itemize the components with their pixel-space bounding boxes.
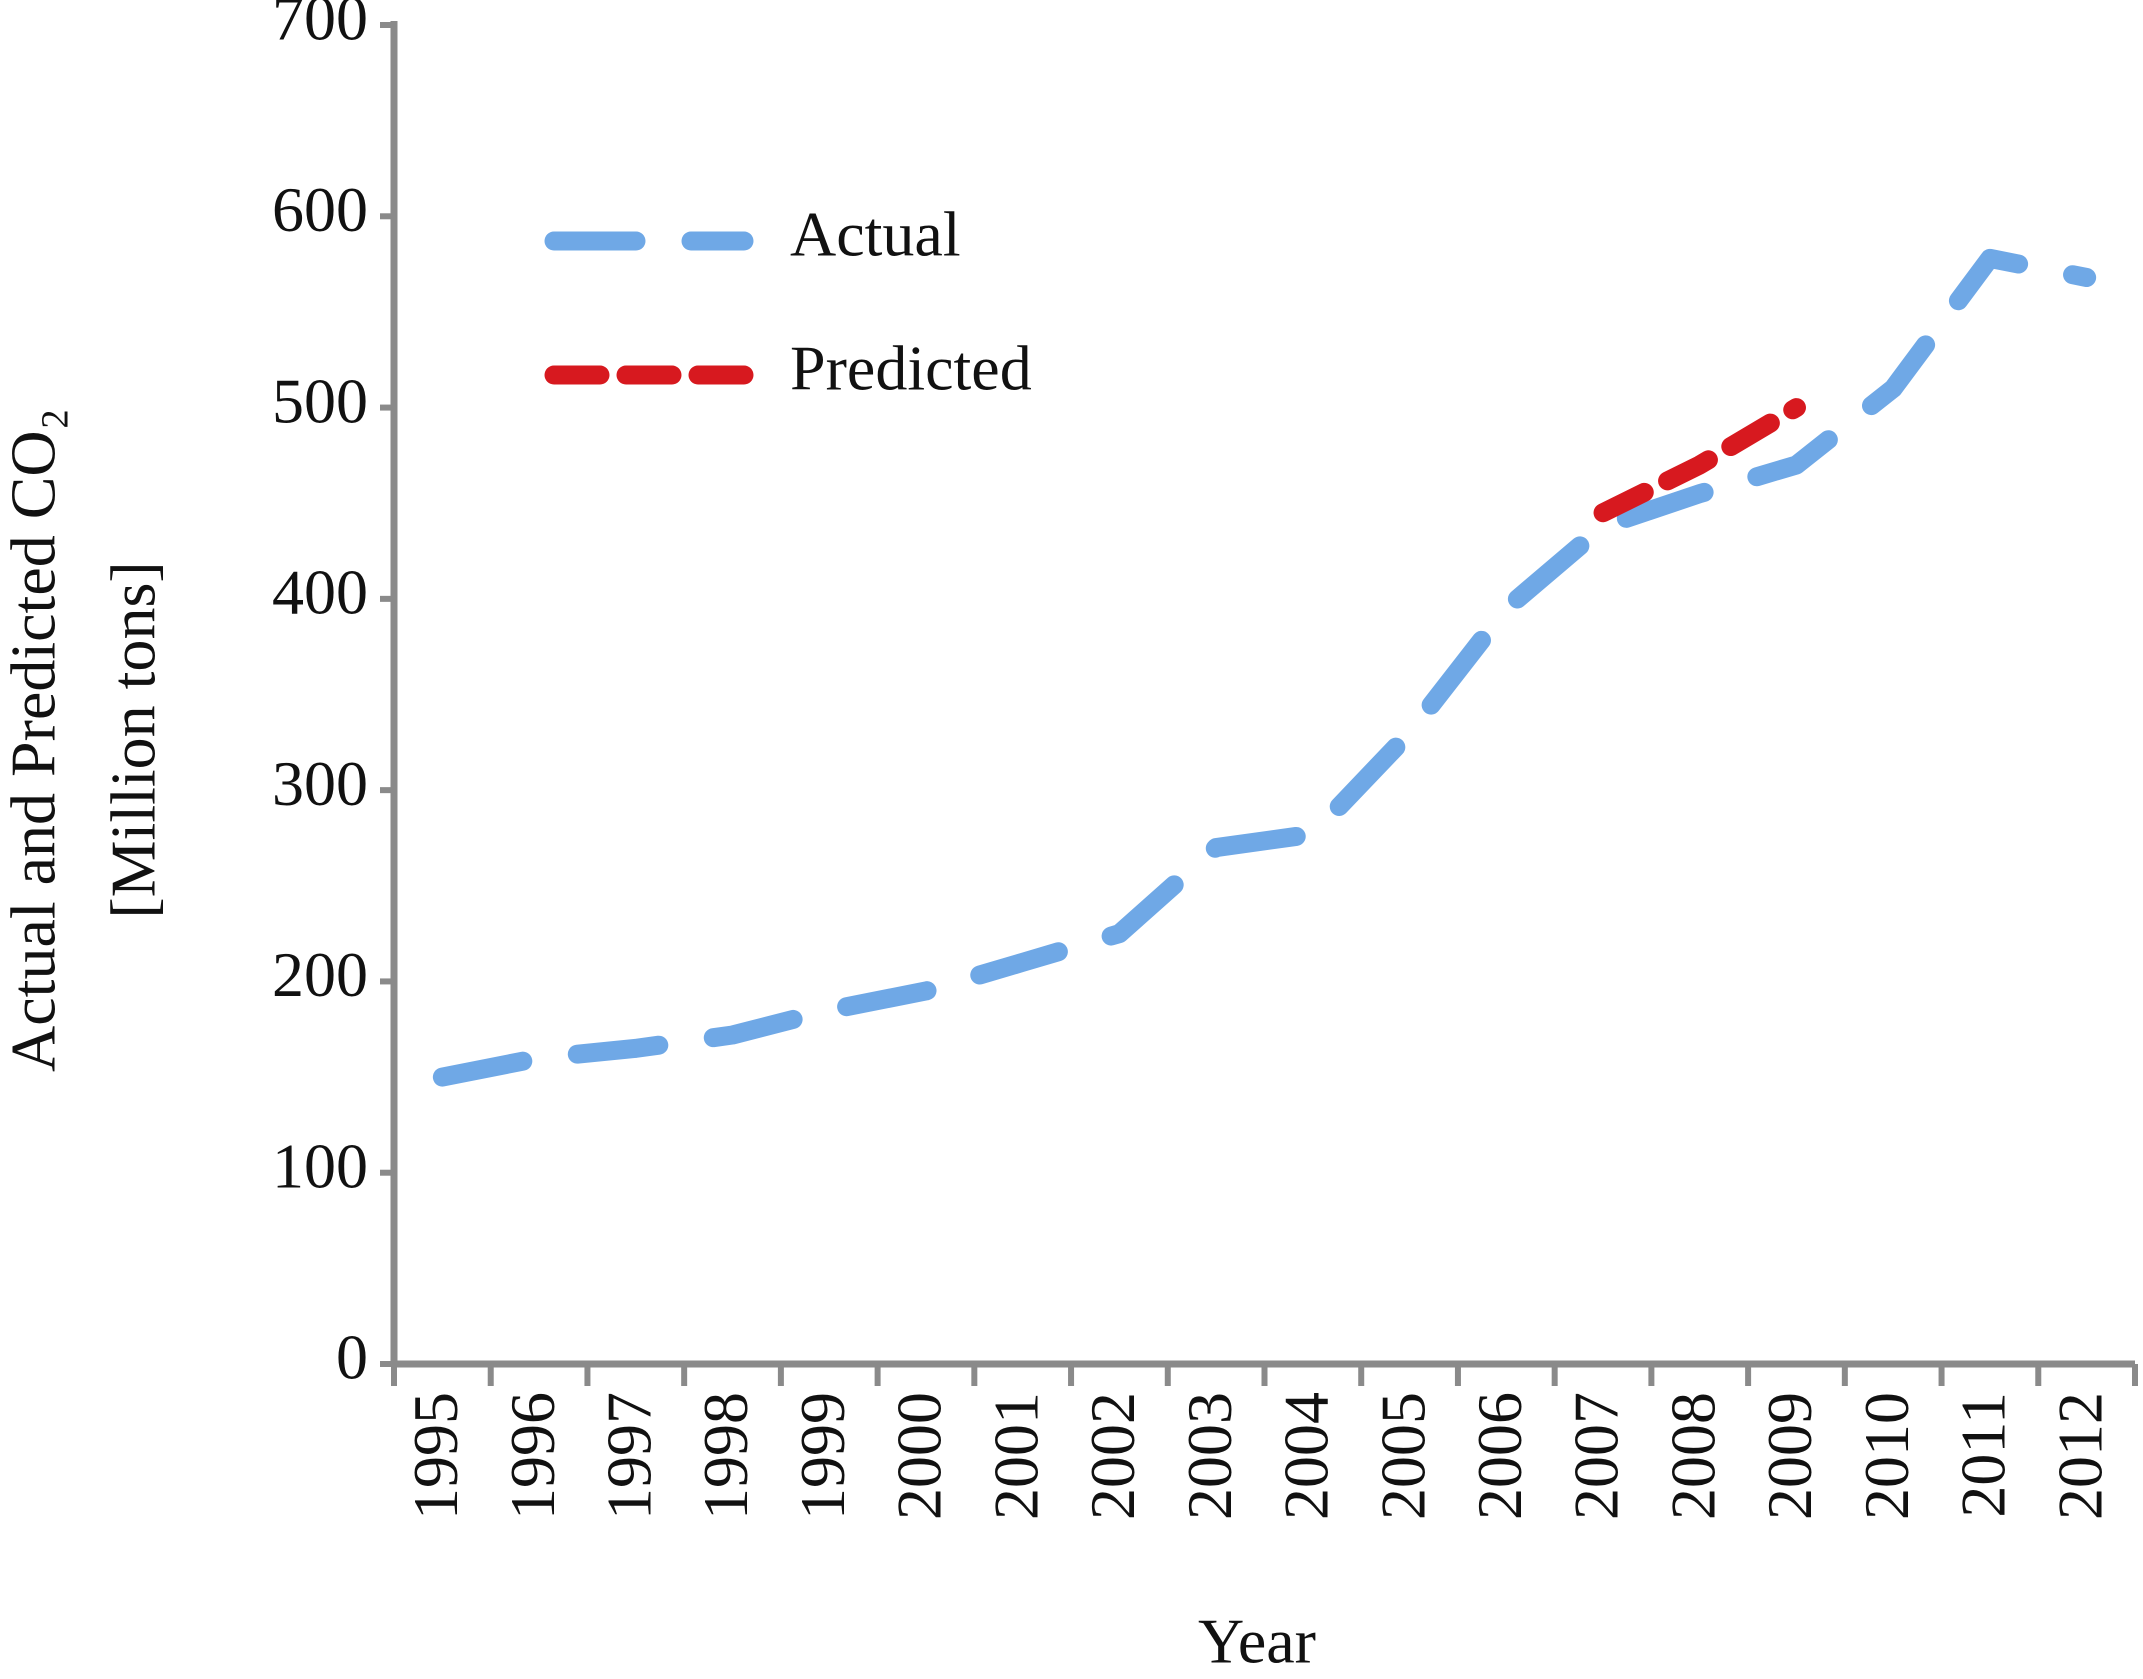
- x-tick-label-group: 2007: [1561, 1392, 1632, 1520]
- y-axis-label-line: Actual and Predicted CO₂: [0, 408, 69, 1072]
- y-axis-label-line: [Million tons]: [98, 561, 169, 918]
- x-tick-label-group: 1997: [593, 1392, 664, 1520]
- x-tick-label-group: 2003: [1174, 1392, 1245, 1520]
- x-tick-label: 2003: [1174, 1392, 1245, 1520]
- x-tick-label: 1996: [497, 1392, 568, 1520]
- x-tick-label: 1999: [787, 1392, 858, 1520]
- y-tick-label: 100: [272, 1130, 368, 1201]
- x-tick-label-group: 2008: [1657, 1392, 1728, 1520]
- x-tick-label-group: 1995: [400, 1392, 471, 1520]
- x-tick-label-group: 1999: [787, 1392, 858, 1520]
- x-axis-label: Year: [1198, 1606, 1316, 1677]
- legend-label: Actual: [790, 199, 961, 270]
- x-tick-label: 1998: [690, 1392, 761, 1520]
- x-tick-label: 2009: [1754, 1392, 1825, 1520]
- x-tick-label-group: 1998: [690, 1392, 761, 1520]
- x-tick-label: 2006: [1464, 1392, 1535, 1520]
- y-axis-label: [Million tons]: [98, 561, 169, 918]
- y-tick-label: 500: [272, 365, 368, 436]
- x-tick-label: 1995: [400, 1392, 471, 1520]
- y-tick-label: 400: [272, 557, 368, 628]
- y-tick-label: 300: [272, 748, 368, 819]
- x-tick-label-group: 2010: [1851, 1392, 1922, 1520]
- x-tick-label: 2000: [884, 1392, 955, 1520]
- x-tick-label: 2012: [2044, 1392, 2115, 1520]
- series-line: [1593, 398, 1806, 523]
- x-tick-label: 2004: [1271, 1392, 1342, 1520]
- x-tick-label-group: 2009: [1754, 1392, 1825, 1520]
- x-tick-label-group: 1996: [497, 1392, 568, 1520]
- x-tick-label-group: 2011: [1948, 1392, 2019, 1518]
- y-tick-label: 600: [272, 174, 368, 245]
- x-tick-label: 2011: [1948, 1392, 2019, 1518]
- legend-label: Predicted: [790, 333, 1032, 404]
- y-tick-label: 700: [272, 0, 368, 54]
- x-tick-label: 2007: [1561, 1392, 1632, 1520]
- x-tick-label-group: 2001: [980, 1392, 1051, 1520]
- y-tick-label: 0: [336, 1322, 368, 1393]
- x-tick-label-group: 2012: [2044, 1392, 2115, 1520]
- x-tick-label: 2005: [1367, 1392, 1438, 1520]
- x-tick-label-group: 2000: [884, 1392, 955, 1520]
- x-tick-label-group: 2002: [1077, 1392, 1148, 1520]
- x-tick-label-group: 2005: [1367, 1392, 1438, 1520]
- x-tick-label-group: 2006: [1464, 1392, 1535, 1520]
- x-tick-label-group: 2004: [1271, 1392, 1342, 1520]
- x-tick-label: 1997: [593, 1392, 664, 1520]
- x-tick-label: 2001: [980, 1392, 1051, 1520]
- x-tick-label: 2002: [1077, 1392, 1148, 1520]
- y-tick-label: 200: [272, 939, 368, 1010]
- series-line: [432, 248, 2097, 1087]
- x-tick-label: 2008: [1657, 1392, 1728, 1520]
- y-axis-label: Actual and Predicted CO₂: [0, 408, 69, 1072]
- x-tick-label: 2010: [1851, 1392, 1922, 1520]
